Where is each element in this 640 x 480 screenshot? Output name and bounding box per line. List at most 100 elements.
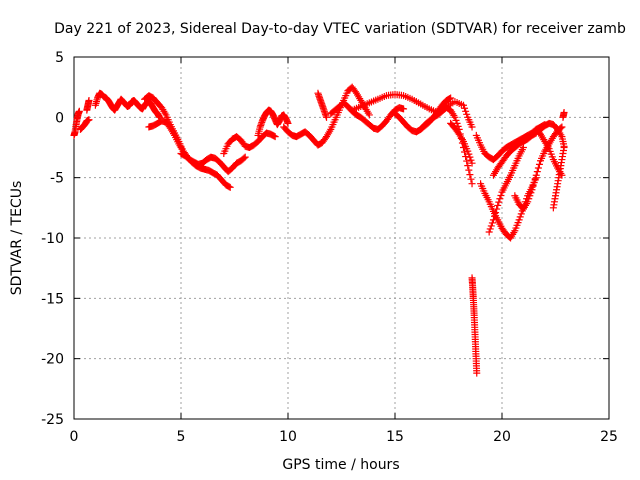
data-point	[463, 110, 471, 118]
data-point	[560, 144, 568, 151]
data-point	[494, 201, 502, 209]
x-tick-label: 0	[70, 429, 79, 445]
data-point	[467, 175, 475, 183]
x-tick-label: 15	[386, 429, 404, 445]
series-track-u	[489, 129, 540, 179]
series-track-h	[220, 129, 279, 158]
data-point	[560, 109, 568, 117]
data-point	[400, 105, 408, 113]
data-point	[465, 166, 473, 174]
data-point	[532, 171, 540, 179]
data-points	[70, 83, 568, 377]
y-axis-label: SDTVAR / TECUs	[9, 181, 25, 296]
series-track-g	[177, 150, 249, 176]
data-point	[466, 153, 474, 161]
data-point	[485, 228, 493, 236]
data-point	[487, 222, 495, 230]
data-point	[530, 178, 538, 186]
x-tick-label: 20	[493, 429, 511, 445]
series-track-o	[417, 104, 476, 188]
data-point	[497, 191, 505, 199]
series-track-y	[549, 144, 568, 212]
series-track-d	[91, 89, 164, 121]
data-point	[467, 156, 475, 164]
data-point	[464, 162, 472, 170]
axis-ticks	[73, 56, 610, 420]
data-point	[468, 180, 476, 188]
data-point	[531, 175, 539, 183]
y-tick-label: -25	[41, 412, 64, 428]
data-point	[446, 95, 454, 103]
series-track-a	[70, 107, 83, 139]
series-track-z	[559, 109, 568, 121]
data-point	[241, 153, 249, 161]
data-point	[463, 157, 471, 165]
data-point	[85, 116, 93, 124]
x-tick-label: 25	[600, 429, 618, 445]
data-point	[473, 369, 481, 377]
y-tick-label: -15	[41, 291, 64, 307]
series-track-c	[83, 96, 93, 114]
y-tick-label: 5	[55, 50, 64, 66]
data-point	[528, 186, 536, 194]
data-point	[323, 113, 331, 121]
data-point	[534, 164, 542, 172]
data-point	[462, 107, 470, 115]
data-point	[85, 96, 93, 104]
data-point	[75, 107, 83, 115]
data-point	[489, 216, 497, 224]
data-point	[529, 182, 537, 190]
series-track-t	[485, 144, 527, 236]
data-point	[468, 123, 476, 131]
series-track-k	[314, 89, 331, 121]
data-point	[225, 183, 233, 191]
series-track-q	[468, 274, 481, 377]
y-tick-label: -5	[50, 171, 64, 187]
data-point	[271, 133, 279, 141]
data-point	[535, 160, 543, 168]
data-point	[493, 205, 501, 213]
data-point	[526, 192, 534, 200]
data-point	[453, 119, 461, 127]
data-point	[461, 104, 469, 112]
x-axis-label: GPS time / hours	[282, 457, 399, 473]
data-point	[558, 123, 566, 131]
data-point	[527, 189, 535, 197]
data-point	[488, 219, 496, 227]
data-point	[524, 198, 532, 206]
y-tick-labels: 5 0 -5 -10 -15 -20 -25	[41, 50, 64, 428]
y-tick-label: -20	[41, 352, 64, 368]
data-point	[533, 168, 541, 176]
series-track-p	[447, 119, 476, 167]
data-point	[466, 171, 474, 179]
data-point	[519, 144, 527, 151]
data-point	[464, 147, 472, 155]
data-point	[495, 198, 503, 206]
series-track-i	[254, 106, 292, 139]
data-point	[491, 212, 499, 220]
y-tick-label: 0	[55, 110, 64, 126]
data-point	[465, 150, 473, 158]
series-track-l	[327, 99, 408, 133]
data-point	[496, 195, 504, 203]
data-point	[525, 195, 533, 203]
x-tick-labels: 0 5 10 15 20 25	[70, 429, 618, 445]
chart-title: Day 221 of 2023, Sidereal Day-to-day VTE…	[54, 21, 626, 37]
x-tick-label: 5	[177, 429, 186, 445]
data-point	[240, 154, 248, 162]
data-point	[284, 119, 292, 127]
data-point	[492, 209, 500, 217]
data-point	[452, 116, 460, 124]
series-track-j	[280, 83, 373, 149]
data-point	[486, 225, 494, 233]
data-point	[517, 210, 525, 218]
data-point	[226, 183, 234, 191]
data-point	[459, 101, 467, 109]
x-tick-label: 10	[279, 429, 297, 445]
data-point	[451, 113, 459, 121]
data-point	[516, 213, 524, 221]
data-point	[468, 159, 476, 167]
data-point	[515, 216, 523, 224]
series-track-b	[76, 116, 93, 133]
